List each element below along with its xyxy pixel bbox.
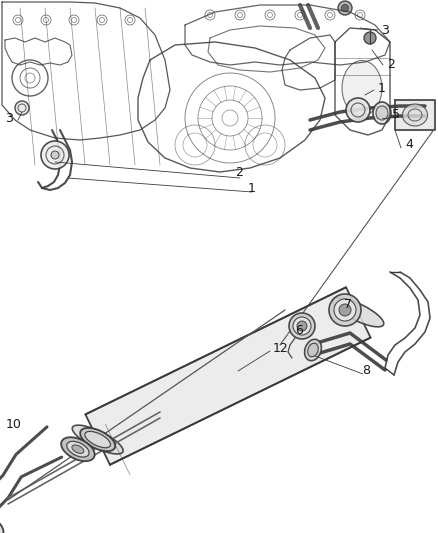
Text: 2: 2	[235, 166, 243, 179]
Circle shape	[297, 321, 307, 331]
Circle shape	[329, 294, 361, 326]
Ellipse shape	[376, 106, 388, 120]
Ellipse shape	[61, 437, 95, 461]
Text: 7: 7	[344, 298, 352, 311]
Text: 12: 12	[273, 342, 289, 354]
Text: 2: 2	[387, 58, 395, 70]
Text: 6: 6	[295, 324, 303, 336]
Text: 10: 10	[6, 417, 22, 431]
Ellipse shape	[333, 298, 384, 327]
Ellipse shape	[373, 102, 391, 124]
Text: 1: 1	[248, 182, 256, 195]
Circle shape	[339, 304, 351, 316]
Ellipse shape	[304, 340, 321, 361]
Ellipse shape	[67, 441, 89, 457]
Text: 1: 1	[378, 82, 386, 94]
Circle shape	[293, 317, 311, 335]
Circle shape	[289, 313, 315, 339]
Ellipse shape	[72, 445, 84, 454]
Ellipse shape	[85, 431, 110, 448]
Ellipse shape	[403, 104, 427, 126]
Ellipse shape	[342, 61, 382, 116]
Circle shape	[15, 101, 29, 115]
Circle shape	[41, 141, 69, 169]
Ellipse shape	[80, 428, 115, 451]
Polygon shape	[85, 287, 371, 465]
Circle shape	[364, 32, 376, 44]
Text: 4: 4	[405, 139, 413, 151]
Ellipse shape	[72, 425, 123, 454]
Ellipse shape	[308, 343, 318, 357]
Circle shape	[346, 98, 370, 122]
Circle shape	[51, 151, 59, 159]
Circle shape	[342, 4, 349, 12]
Text: 3: 3	[5, 111, 13, 125]
Text: 9: 9	[89, 431, 97, 443]
Text: 11: 11	[0, 408, 2, 421]
Text: 8: 8	[362, 364, 370, 376]
Polygon shape	[395, 100, 435, 130]
Circle shape	[334, 299, 356, 321]
Text: 3: 3	[381, 23, 389, 36]
Circle shape	[338, 1, 352, 15]
Ellipse shape	[0, 512, 4, 533]
Text: 5: 5	[392, 109, 400, 122]
